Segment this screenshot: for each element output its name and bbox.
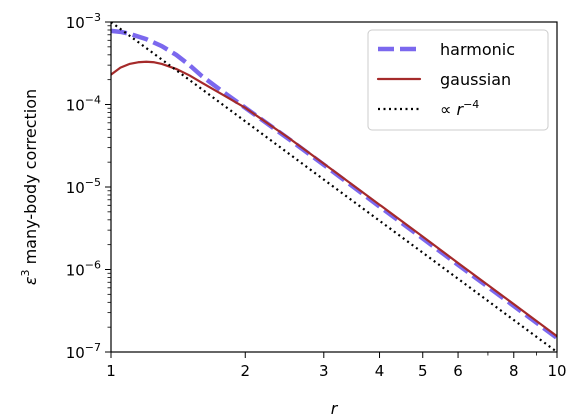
legend-label-1: gaussian [440,70,511,89]
legend-box [367,29,549,131]
y-tick-label: 10−4 [66,94,101,115]
x-tick-label: 6 [453,362,463,380]
y-axis-label-sup: 3 [19,269,32,276]
series-line-0 [111,28,557,340]
y-tick-label: 10−3 [66,11,101,32]
x-tick-label: 5 [418,362,428,380]
x-tick-label: 4 [375,362,385,380]
y-tick-label: 10−7 [66,341,101,362]
legend-label-0: harmonic [440,40,515,59]
x-tick-label: 2 [240,362,250,380]
y-tick-label: 10−5 [66,176,101,197]
y-axis-label: ε3 many-body correction [19,89,40,285]
series-line-1 [111,60,557,338]
x-tick-label: 8 [509,362,519,380]
y-tick-label: 10−6 [66,259,101,280]
y-axis-label-symbol: ε [21,276,40,285]
series-layer [111,22,557,352]
x-axis-label: r [331,399,339,418]
legend: harmonic gaussian ∝ r−4 [367,29,549,131]
x-tick-label: 10 [547,362,566,380]
ticks-layer: 1 2 3 4 5 6 8 10 10−7 10−6 10−5 10−4 10−3 [66,11,567,380]
x-tick-label: 1 [106,362,116,380]
legend-label-2: ∝ r−4 [440,98,479,119]
x-tick-label: 3 [319,362,329,380]
y-axis-label-text: many-body correction [21,89,40,270]
